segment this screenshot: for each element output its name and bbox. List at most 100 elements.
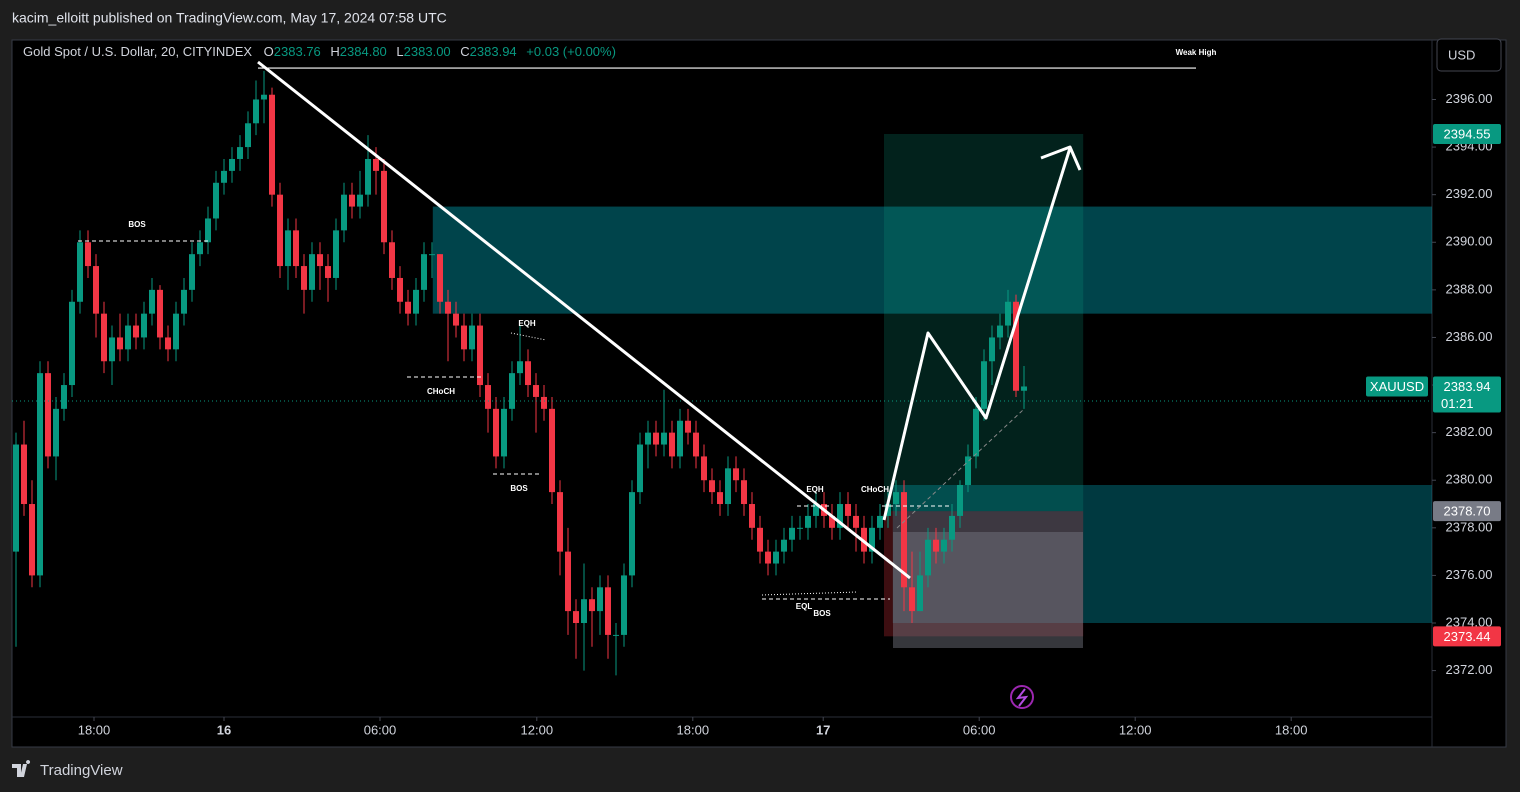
candle-body [701, 456, 707, 481]
candle-body [333, 230, 339, 278]
current-symbol: XAUUSD [1370, 379, 1424, 394]
smc-labels: BOS CHoCH EQH BOS EQH CHoCH EQL BOS [128, 220, 889, 618]
y-tick-label: 2378.00 [1446, 519, 1493, 534]
candle-body [349, 194, 355, 207]
candle-body [693, 432, 699, 457]
y-tick-label: 2396.00 [1446, 91, 1493, 106]
x-tick-label: 06:00 [963, 722, 996, 737]
path-arrow [882, 147, 1072, 521]
candle-body [85, 242, 91, 267]
candle-body [725, 468, 731, 505]
candle-body [53, 408, 59, 457]
candle-body [789, 527, 795, 540]
candle-body [277, 194, 283, 267]
candle-body [157, 289, 163, 338]
candle-body [901, 492, 907, 588]
candle-body [309, 254, 315, 290]
candle-body [661, 432, 667, 445]
candle-body [829, 515, 835, 528]
candle-body [261, 94, 267, 100]
brand-name: TradingView [40, 762, 123, 779]
brand: TradingView [12, 760, 123, 779]
ohlc-label: H [330, 44, 339, 59]
annotation: CHoCH [427, 387, 455, 396]
candle-body [389, 242, 395, 278]
ohlc-value: 2383.76 [274, 44, 321, 59]
alert-bolt [1015, 688, 1029, 707]
alert-icon[interactable] [1010, 685, 1034, 709]
candle-body [909, 587, 915, 612]
zone [432, 206, 1432, 314]
annotation: CHoCH [861, 485, 889, 494]
ohlc-value: 2383.00 [404, 44, 451, 59]
x-tick-label: 18:00 [78, 722, 111, 737]
current-symbol-tag [1366, 376, 1428, 397]
currency-button[interactable] [1436, 38, 1502, 72]
candle-body [21, 444, 27, 505]
candle-body [245, 123, 251, 148]
candle-body [125, 325, 131, 350]
candle-body [477, 325, 483, 386]
candle-body [533, 385, 539, 397]
candle-body [189, 254, 195, 290]
arrow-head [1040, 145, 1082, 171]
candle-body [285, 230, 291, 267]
candle-body [45, 373, 51, 457]
x-tick-label: 06:00 [364, 722, 397, 737]
candle-body [141, 313, 147, 338]
candle-body [957, 484, 963, 516]
eql-line [761, 591, 858, 596]
candle-body [677, 420, 683, 457]
candle-body [509, 373, 515, 409]
candle-body [213, 182, 219, 219]
y-tick-label: 2376.00 [1446, 567, 1493, 582]
candle-body [653, 432, 659, 445]
published-line: kacim_elloitt published on TradingView.c… [12, 10, 447, 26]
projection-line [896, 409, 1024, 529]
candle-body [645, 432, 651, 445]
candle-body [621, 575, 627, 635]
annotation: BOS [813, 609, 831, 618]
candle-body [37, 373, 43, 576]
price-tag [1433, 501, 1501, 522]
candle-body [493, 408, 499, 457]
candle-body [205, 218, 211, 243]
candle-body [605, 587, 611, 635]
candle-body [589, 599, 595, 612]
candle-body [101, 313, 107, 362]
candle-body [765, 551, 771, 564]
weak-high-label: Weak High [1176, 48, 1217, 57]
candle-body [549, 408, 555, 493]
candle-body [317, 254, 323, 267]
brand-logo [12, 760, 31, 777]
candle-body [181, 289, 187, 314]
candle-body [461, 325, 467, 350]
x-tick-label: 12:00 [1119, 722, 1152, 737]
x-tick-label: 12:00 [521, 722, 554, 737]
candle-body [93, 266, 99, 314]
legend-line: Gold Spot / U.S. Dollar, 20, CITYINDEX O… [23, 44, 616, 59]
candle-body [805, 515, 811, 528]
candle-body [709, 480, 715, 493]
candle-body [421, 254, 427, 290]
candle-body [893, 492, 899, 505]
candle-body [557, 492, 563, 552]
candle-body [269, 94, 275, 195]
candle-body [13, 444, 19, 552]
candle-body [429, 254, 435, 256]
candle-body [885, 504, 891, 516]
y-tick-label: 2388.00 [1446, 281, 1493, 296]
candle-body [773, 551, 779, 564]
candle-body [301, 266, 307, 290]
countdown: 01:21 [1441, 396, 1474, 411]
candle-body [917, 575, 923, 612]
candle-body [741, 480, 747, 505]
chart-pane [11, 39, 1507, 748]
candle-body [613, 634, 619, 636]
x-tick-label: 17 [816, 722, 830, 737]
candle-body [877, 515, 883, 528]
annotation: EQH [806, 485, 824, 494]
y-tick-label: 2390.00 [1446, 234, 1493, 249]
candle-body [685, 420, 691, 433]
